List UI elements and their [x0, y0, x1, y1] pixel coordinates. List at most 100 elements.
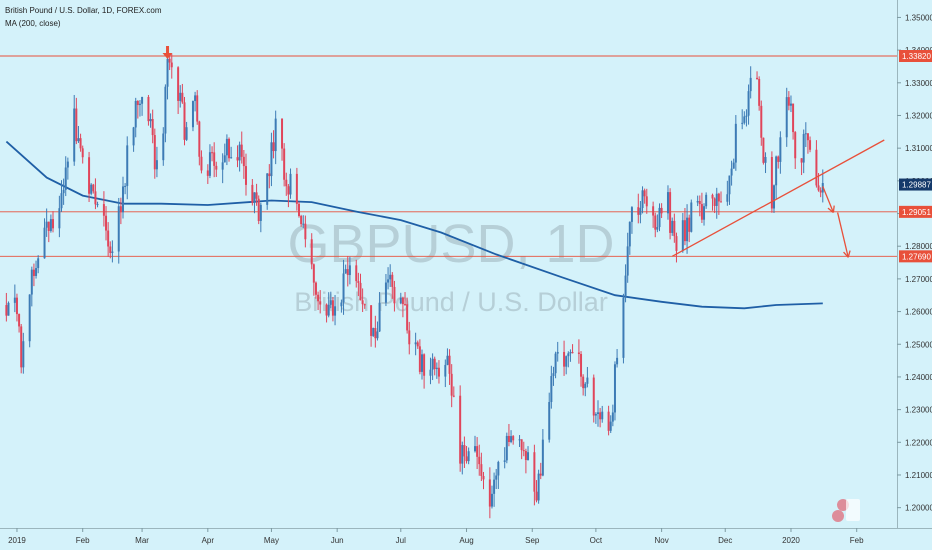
current-price-tag: [899, 178, 932, 191]
candle-body: [673, 220, 676, 237]
candle-body: [302, 223, 305, 225]
candle-body: [594, 413, 597, 416]
time-tick-label: 2020: [782, 536, 800, 545]
candle-body: [770, 156, 773, 209]
time-axis[interactable]: 2019 Feb Mar Apr May Jun Jul Aug Sep Oct Nov Dec 202…: [0, 528, 932, 545]
chart-header: British Pound / U.S. Dollar, 1D, FOREX.c…: [5, 4, 162, 30]
candle-body: [503, 460, 506, 462]
candle-body: [181, 92, 184, 103]
candle-body: [760, 105, 763, 138]
candle-body: [274, 118, 277, 152]
candle-body: [408, 330, 411, 345]
candle-body: [713, 198, 716, 206]
time-tick-label: Jul: [396, 536, 406, 545]
candle-body: [66, 161, 69, 168]
candle-body: [611, 412, 614, 422]
candle-body: [355, 265, 358, 282]
candle-body: [802, 134, 805, 163]
candle-body: [257, 198, 260, 221]
candle-body: [179, 92, 182, 101]
arrow-head: [832, 205, 835, 213]
candle-body: [384, 282, 387, 303]
arrow-head: [843, 251, 849, 258]
candle-body: [105, 215, 108, 231]
candle-body: [658, 207, 661, 228]
candle-body: [601, 411, 604, 420]
candle-body: [764, 156, 767, 163]
candle-body: [493, 479, 496, 494]
candle-body: [62, 189, 65, 194]
candle-body: [592, 377, 595, 416]
candle-body: [253, 192, 256, 203]
candle-body: [359, 282, 362, 301]
candle-body: [52, 219, 55, 229]
time-tick-label: Jun: [331, 536, 344, 545]
candle-body: [393, 286, 396, 304]
candle-body: [652, 206, 655, 216]
candle-body: [168, 58, 171, 63]
indicator-label[interactable]: MA (200, close): [5, 19, 61, 28]
candle-body: [762, 137, 765, 163]
symbol-title[interactable]: British Pound / U.S. Dollar, 1D, FOREX.c…: [5, 6, 162, 15]
level-price-tag-label: 1.27690: [902, 252, 931, 261]
candle-body: [109, 246, 112, 253]
candle-body: [283, 148, 286, 180]
candle-body: [563, 351, 566, 367]
candle-body: [404, 304, 407, 306]
candle-body: [565, 356, 568, 367]
candle-body: [777, 156, 780, 162]
price-tick-label: 1.31000: [905, 144, 932, 153]
arrow-head: [827, 207, 834, 214]
candle-body: [121, 186, 124, 213]
candle-body: [616, 357, 619, 365]
down-arrow-marker-head: [162, 53, 173, 59]
level-price-tag-label: 1.33820: [902, 52, 931, 61]
candle-body: [251, 184, 254, 203]
candle-body: [153, 135, 156, 170]
candle-body: [637, 207, 640, 215]
level-price-tag: [899, 250, 932, 263]
candle-body: [510, 436, 513, 442]
candle-body: [461, 445, 464, 464]
price-axis[interactable]: 1.350001.340001.330001.320001.310001.300…: [897, 0, 932, 528]
watermark: GBPUSD, 1D British Pound / U.S. Dollar: [287, 214, 614, 317]
candle-body: [287, 186, 290, 195]
candle-body: [613, 364, 616, 413]
time-tick-label: Mar: [135, 536, 149, 545]
candle-body: [164, 86, 167, 134]
candle-body: [166, 58, 169, 87]
candle-body: [416, 342, 419, 347]
candle-body: [340, 302, 343, 307]
level-price-tag: [899, 205, 932, 218]
candle-body: [497, 461, 500, 476]
candle-body: [743, 116, 746, 123]
candle-body: [535, 491, 538, 501]
candle-body: [520, 439, 523, 451]
candle-body: [266, 173, 269, 205]
candle-body: [696, 200, 699, 203]
candle-body: [183, 102, 186, 140]
price-tick-label: 1.23000: [905, 406, 932, 415]
candle-body: [584, 383, 587, 389]
candle-body: [505, 435, 508, 461]
candle-body: [58, 208, 61, 229]
candle-body: [688, 217, 691, 232]
candle-body: [401, 297, 404, 305]
time-tick-label: Aug: [459, 536, 473, 545]
candle-body: [132, 127, 135, 146]
candle-body: [745, 115, 748, 117]
candle-body: [281, 118, 284, 149]
price-tick-label: 1.32000: [905, 111, 932, 120]
candle-body: [717, 193, 720, 202]
price-tick-label: 1.28000: [905, 242, 932, 251]
candle-body: [198, 121, 201, 157]
candle-series: [5, 47, 824, 519]
candle-body: [628, 221, 631, 247]
candle-body: [626, 246, 629, 276]
current-price-tag-label: 1.29887: [902, 181, 931, 190]
candle-body: [474, 446, 477, 452]
price-tick-label: 1.26000: [905, 308, 932, 317]
candle-body: [809, 140, 812, 150]
